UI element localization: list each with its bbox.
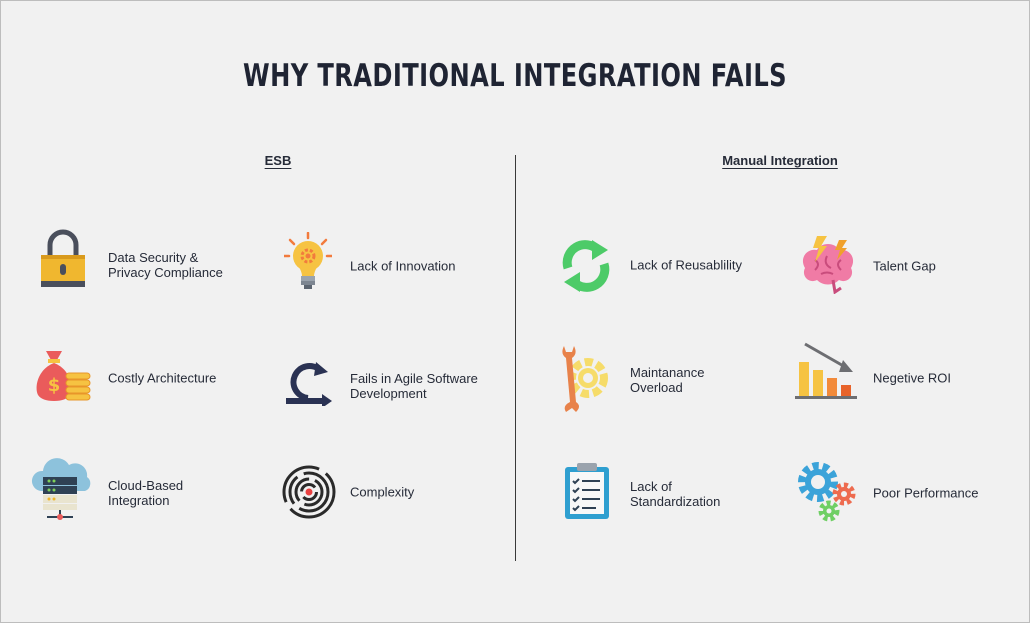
svg-text:$: $ (48, 375, 61, 396)
label-poor-performance: Poor Performance (873, 485, 979, 501)
lightbulb-icon (282, 231, 334, 297)
label-talent-gap: Talent Gap (873, 258, 936, 274)
label-lack-of-standardization: Lack of Standardization (630, 479, 721, 509)
column-divider (515, 155, 516, 561)
label-data-security: Data Security & Privacy Compliance (108, 250, 223, 280)
declining-chart-icon (795, 342, 859, 405)
label-lack-of-innovation: Lack of Innovation (350, 258, 456, 274)
page-title: WHY TRADITIONAL INTEGRATION FAILS (243, 58, 787, 94)
agile-loop-icon (282, 360, 334, 411)
brain-icon (797, 234, 859, 299)
label-cloud-based-integration: Cloud-Based Integration (108, 478, 184, 508)
gears-icon (796, 460, 858, 527)
esb-heading: ESB (264, 153, 292, 168)
label-maintenance-overload: Maintanance Overload (630, 365, 705, 395)
money-bag-icon: $ (34, 345, 92, 408)
label-fails-in-agile: Fails in Agile Software Development (350, 371, 478, 401)
recycle-arrows-icon (558, 238, 614, 299)
wrench-gear-icon (558, 342, 614, 419)
label-costly-architecture: Costly Architecture (108, 370, 217, 386)
label-complexity: Complexity (350, 484, 415, 500)
manual-integration-heading: Manual Integration (722, 153, 838, 168)
cloud-server-icon (31, 457, 93, 526)
padlock-icon (40, 228, 86, 293)
label-negative-roi: Negetive ROI (873, 370, 952, 386)
clipboard-checklist-icon (563, 461, 611, 526)
label-lack-of-reusability: Lack of Reusablility (630, 257, 742, 273)
maze-icon (281, 464, 337, 525)
